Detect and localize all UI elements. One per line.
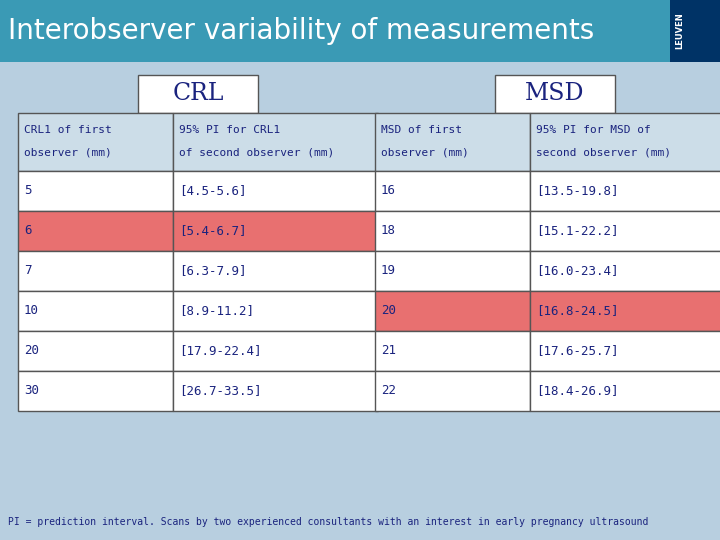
Bar (18, 291, 173, 331)
Text: MSD: MSD (526, 83, 585, 105)
Text: 95% PI for CRL1: 95% PI for CRL1 (179, 125, 280, 136)
Text: [8.9-11.2]: [8.9-11.2] (179, 305, 254, 318)
Bar (530, 171, 720, 211)
Text: [16.8-24.5]: [16.8-24.5] (536, 305, 618, 318)
Text: 22: 22 (381, 384, 396, 397)
Text: [17.9-22.4]: [17.9-22.4] (179, 345, 261, 357)
Text: [13.5-19.8]: [13.5-19.8] (536, 185, 618, 198)
Text: observer (mm): observer (mm) (381, 147, 469, 158)
Text: [15.1-22.2]: [15.1-22.2] (536, 225, 618, 238)
Bar (375, 171, 530, 211)
Bar (173, 291, 378, 331)
Bar (530, 251, 720, 291)
Bar (530, 291, 720, 331)
Bar (530, 331, 720, 371)
Text: [16.0-23.4]: [16.0-23.4] (536, 265, 618, 278)
Text: [4.5-5.6]: [4.5-5.6] (179, 185, 246, 198)
Bar (18, 371, 173, 411)
Text: 7: 7 (24, 265, 32, 278)
Bar (670, 0, 720, 62)
Bar (173, 113, 378, 171)
Text: 18: 18 (381, 225, 396, 238)
Bar (173, 371, 378, 411)
Text: 20: 20 (381, 305, 396, 318)
Text: CRL1 of first: CRL1 of first (24, 125, 112, 136)
Text: 20: 20 (24, 345, 39, 357)
Bar (173, 171, 378, 211)
Bar (18, 171, 173, 211)
Text: LEUVEN: LEUVEN (675, 12, 684, 49)
Bar (18, 211, 173, 251)
Bar (375, 211, 530, 251)
Bar (18, 251, 173, 291)
Text: 30: 30 (24, 384, 39, 397)
Bar (0, 0, 720, 62)
Bar (173, 331, 378, 371)
Bar (530, 211, 720, 251)
Text: 95% PI for MSD of: 95% PI for MSD of (536, 125, 651, 136)
Bar (173, 211, 378, 251)
Text: Interobserver variability of measurements: Interobserver variability of measurement… (8, 17, 594, 45)
Bar (375, 113, 530, 171)
Bar (530, 113, 720, 171)
Text: 6: 6 (24, 225, 32, 238)
Text: PI = prediction interval. Scans by two experienced consultants with an interest : PI = prediction interval. Scans by two e… (8, 517, 649, 527)
Text: [18.4-26.9]: [18.4-26.9] (536, 384, 618, 397)
Text: 21: 21 (381, 345, 396, 357)
Text: [6.3-7.9]: [6.3-7.9] (179, 265, 246, 278)
Bar (375, 251, 530, 291)
Bar (375, 291, 530, 331)
Bar (375, 371, 530, 411)
Text: [5.4-6.7]: [5.4-6.7] (179, 225, 246, 238)
Bar (173, 251, 378, 291)
Text: 5: 5 (24, 185, 32, 198)
Bar (138, 75, 258, 113)
Text: MSD of first: MSD of first (381, 125, 462, 136)
Text: observer (mm): observer (mm) (24, 147, 112, 158)
Bar (495, 75, 615, 113)
Bar (18, 331, 173, 371)
Text: CRL: CRL (172, 83, 224, 105)
Text: 10: 10 (24, 305, 39, 318)
Text: [26.7-33.5]: [26.7-33.5] (179, 384, 261, 397)
Text: second observer (mm): second observer (mm) (536, 147, 671, 158)
Text: 16: 16 (381, 185, 396, 198)
Bar (530, 371, 720, 411)
Text: 19: 19 (381, 265, 396, 278)
Text: [17.6-25.7]: [17.6-25.7] (536, 345, 618, 357)
Text: of second observer (mm): of second observer (mm) (179, 147, 334, 158)
Bar (18, 113, 173, 171)
Bar (375, 331, 530, 371)
